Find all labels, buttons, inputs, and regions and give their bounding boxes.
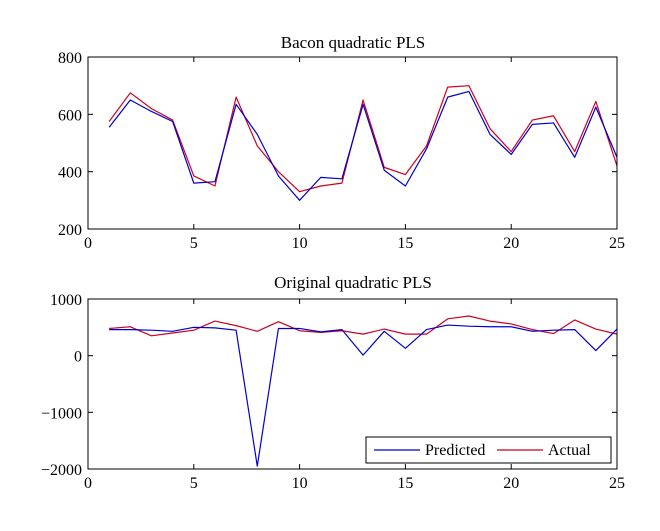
series-line-predicted (109, 324, 618, 467)
x-tick-label: 5 (190, 235, 198, 252)
x-tick-label: 10 (292, 475, 308, 492)
y-tick-label: 600 (58, 107, 82, 124)
x-tick-label: 20 (503, 475, 519, 492)
x-tick-label: 25 (609, 475, 625, 492)
chart-title: Original quadratic PLS (274, 273, 432, 292)
legend-label-actual: Actual (548, 442, 591, 459)
chart-marks (108, 85, 618, 201)
chart-panel-original: Original quadratic PLS 0 5 10 15 20 25 −2000 −1… (41, 273, 625, 492)
x-tick-label: 20 (503, 235, 519, 252)
series-line-actual (109, 315, 618, 337)
chart-marks (109, 315, 618, 467)
legend-label-predicted: Predicted (425, 442, 485, 459)
chart-title: Bacon quadratic PLS (281, 33, 425, 52)
y-tick-label: 400 (58, 165, 82, 182)
axis-frame (87, 298, 618, 470)
axis-ticks: 0 5 10 15 20 25 −2000 −1000 0 1000 (41, 292, 625, 492)
series-line-actual (108, 85, 618, 193)
y-tick-label: 800 (58, 50, 82, 67)
axis-ticks: 0 5 10 15 20 25 200 400 600 800 (58, 50, 625, 252)
y-tick-label: 0 (74, 349, 82, 366)
x-tick-label: 15 (397, 235, 413, 252)
x-tick-label: 0 (84, 475, 92, 492)
chart-panel-bacon: Bacon quadratic PLS 0 5 10 15 20 25 200 400 600 8… (58, 33, 625, 252)
axis-frame (87, 56, 618, 230)
y-tick-label: 1000 (50, 292, 82, 309)
x-tick-label: 15 (397, 475, 413, 492)
y-tick-label: 200 (58, 222, 82, 239)
x-tick-label: 0 (84, 235, 92, 252)
y-tick-label: −1000 (41, 405, 82, 422)
legend: Predicted Actual (365, 436, 612, 464)
y-tick-label: −2000 (41, 462, 82, 479)
series-line-predicted (108, 90, 618, 201)
x-tick-label: 25 (609, 235, 625, 252)
x-tick-label: 10 (292, 235, 308, 252)
x-tick-label: 5 (190, 475, 198, 492)
